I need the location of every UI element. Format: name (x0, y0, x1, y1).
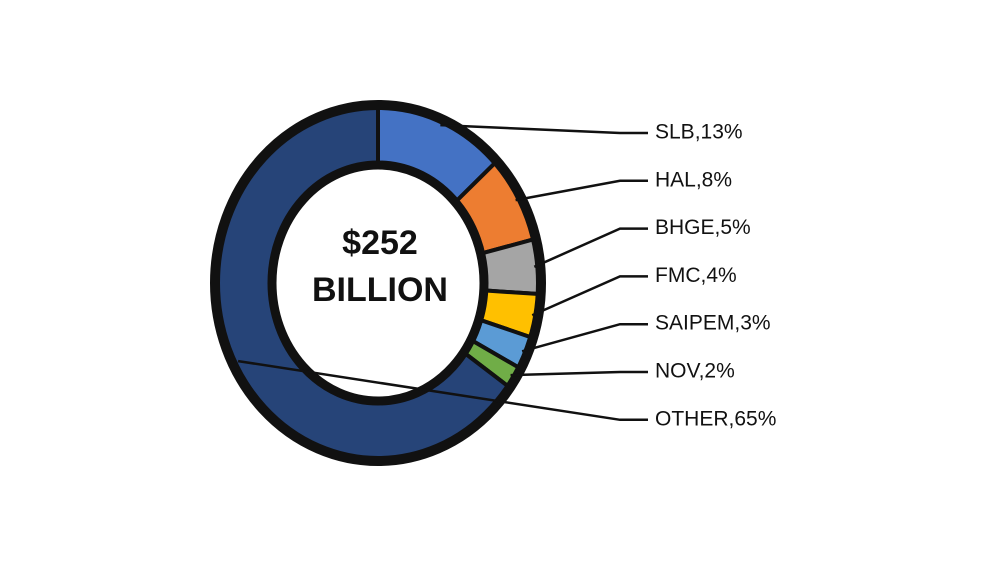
center-text: $252 (342, 224, 418, 262)
slice-label: OTHER,65% (655, 407, 776, 430)
leader-line (237, 359, 648, 422)
slice-label: FMC,4% (655, 264, 737, 287)
slice-label: SAIPEM,3% (655, 312, 771, 335)
center-text: BILLION (312, 271, 448, 309)
outline (210, 100, 546, 466)
slice-label: SLB,13% (655, 121, 743, 144)
slice-label: NOV,2% (655, 360, 735, 383)
outline (267, 160, 489, 406)
leader-line (440, 123, 648, 135)
leader-line (510, 370, 648, 377)
leader-line (533, 227, 648, 268)
leader-line (515, 179, 648, 202)
slice-label: HAL,8% (655, 168, 732, 191)
leader-line (521, 322, 648, 353)
slice-label: BHGE,5% (655, 216, 751, 239)
leader-line (531, 275, 648, 317)
